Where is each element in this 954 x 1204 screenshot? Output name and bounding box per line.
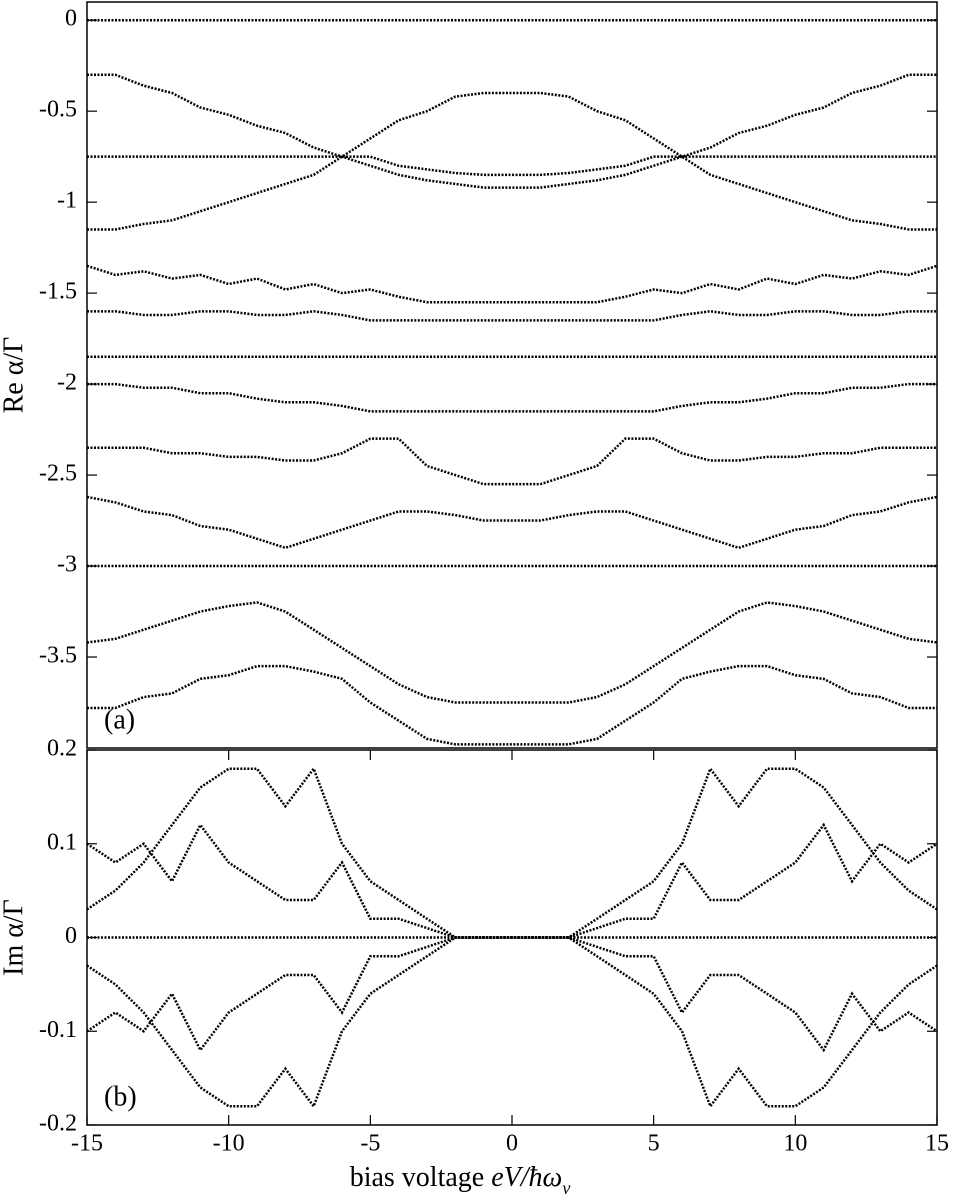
x-tick-label: 5 — [648, 1131, 660, 1157]
y-tick-label: 0 — [65, 923, 77, 949]
y-axis-label: Im α/Γ — [0, 899, 29, 976]
x-tick-label: 10 — [783, 1131, 807, 1157]
y-tick-label: -3.5 — [39, 643, 77, 669]
y-tick-label: -0.2 — [39, 1111, 77, 1137]
series-line — [86, 264, 938, 304]
x-label-sub: ν — [562, 1178, 570, 1198]
x-tick-label: -5 — [360, 1131, 380, 1157]
panel-label: (a) — [104, 704, 135, 735]
series-line — [87, 155, 937, 177]
series-line — [86, 936, 938, 1053]
y-tick-label: -1 — [57, 188, 77, 214]
y-tick-label: -2.5 — [39, 461, 77, 487]
x-tick-label: -15 — [71, 1131, 103, 1157]
x-label-text: bias voltage — [350, 1162, 492, 1193]
x-tick-label: 0 — [506, 1131, 518, 1157]
y-tick-label: -3 — [57, 552, 77, 578]
y-tick-label: 0 — [65, 6, 77, 32]
series-line — [87, 91, 937, 231]
y-tick-label: -0.5 — [39, 97, 77, 123]
x-tick-label: -10 — [213, 1131, 245, 1157]
y-axis-label: Re α/Γ — [0, 337, 29, 414]
series-line — [86, 495, 938, 550]
series-line — [87, 73, 937, 189]
y-tick-label: 0.1 — [47, 829, 77, 855]
series-line — [86, 601, 938, 704]
y-tick-label: 0.2 — [47, 736, 77, 762]
series-line — [87, 310, 937, 322]
x-tick-label: 15 — [925, 1131, 949, 1157]
series-line — [87, 382, 937, 413]
plot-frame — [86, 1, 938, 749]
series-line — [87, 437, 937, 486]
x-label-math: eV/ħω — [491, 1162, 562, 1193]
y-tick-label: -1.5 — [39, 279, 77, 305]
series-line — [86, 936, 938, 1109]
y-tick-label: -0.1 — [39, 1017, 77, 1043]
series-line — [87, 664, 937, 746]
x-axis-label: bias voltage eV/ħων — [350, 1162, 571, 1198]
series-line — [86, 822, 938, 939]
series-line — [86, 766, 938, 939]
panel-label: (b) — [104, 1081, 137, 1112]
y-tick-label: -2 — [57, 370, 77, 396]
